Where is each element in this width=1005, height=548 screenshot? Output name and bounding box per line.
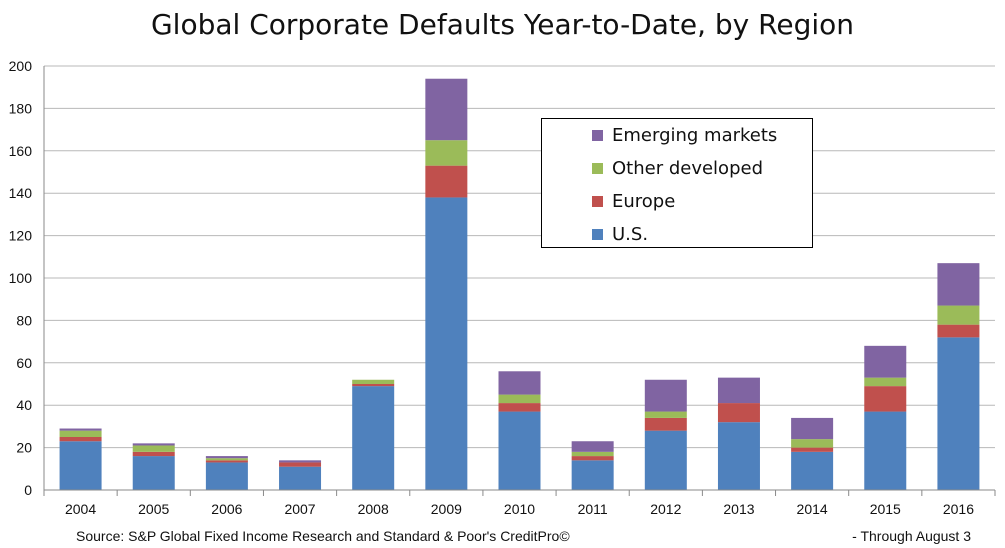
bar-segment-other-developed-2006	[205, 458, 248, 461]
bar-segment-other-developed-2016	[937, 305, 980, 325]
legend-item-europe: Europe	[592, 190, 675, 212]
bar-segment-emerging-markets-2011	[571, 441, 614, 452]
bar-segment-emerging-markets-2014	[791, 417, 834, 440]
legend-swatch-us	[592, 228, 603, 240]
legend-item-emerging-markets: Emerging markets	[592, 124, 777, 146]
bar-segment-emerging-markets-2015	[864, 345, 907, 378]
x-axis-tick-labels: 2004 2005 2006 2007 2008 2009 2010 2011 2012 2013…	[65, 501, 974, 517]
x-tick-label: 2006	[211, 501, 242, 517]
legend: Emerging markets Other developed Europe …	[541, 118, 813, 248]
axes	[43, 66, 996, 496]
y-tick-label: 200	[9, 58, 33, 74]
bar-segment-u-s-2014	[791, 451, 834, 490]
y-tick-label: 140	[9, 185, 33, 201]
x-tick-label: 2010	[504, 501, 535, 517]
legend-swatch-other-developed	[592, 162, 603, 174]
bar-segment-u-s-2006	[205, 462, 248, 490]
bar-segment-europe-2014	[791, 447, 834, 452]
y-tick-label: 20	[16, 440, 32, 456]
source-note: Source: S&P Global Fixed Income Research…	[76, 528, 570, 544]
bar-segment-emerging-markets-2007	[279, 460, 322, 463]
bar-segment-europe-2016	[937, 324, 980, 338]
bar-segment-emerging-markets-2016	[937, 263, 980, 306]
x-tick-label: 2012	[650, 501, 681, 517]
bar-segment-u-s-2011	[571, 460, 614, 490]
y-tick-label: 100	[9, 270, 33, 286]
legend-label-other-developed: Other developed	[612, 157, 763, 179]
bar-segment-other-developed-2015	[864, 377, 907, 387]
bar-segment-other-developed-2011	[571, 451, 614, 457]
bar-segment-u-s-2010	[498, 411, 541, 490]
bar-segment-other-developed-2009	[425, 140, 468, 166]
bar-segment-other-developed-2012	[644, 411, 687, 418]
bar-segment-emerging-markets-2009	[425, 78, 468, 141]
y-tick-label: 80	[16, 312, 32, 328]
x-tick-label: 2014	[797, 501, 828, 517]
bar-segment-other-developed-2005	[132, 445, 175, 452]
bar-segment-u-s-2015	[864, 411, 907, 490]
bar-segment-emerging-markets-2004	[59, 428, 102, 431]
bar-segment-other-developed-2010	[498, 394, 541, 404]
x-tick-label: 2008	[358, 501, 389, 517]
bar-segment-europe-2013	[717, 403, 760, 423]
bar-segment-europe-2004	[59, 437, 102, 442]
bar-segment-europe-2015	[864, 386, 907, 412]
x-tick-label: 2007	[284, 501, 315, 517]
y-axis-tick-labels: 0 20 40 60 80 100 120 140 160 180 200	[9, 58, 33, 498]
bar-segment-u-s-2012	[644, 430, 687, 490]
bars	[59, 78, 980, 490]
bar-segment-emerging-markets-2013	[717, 377, 760, 404]
legend-item-us: U.S.	[592, 223, 648, 245]
bar-segment-u-s-2016	[937, 337, 980, 490]
legend-swatch-emerging-markets	[592, 129, 603, 141]
x-tick-label: 2015	[870, 501, 901, 517]
bar-segment-europe-2011	[571, 456, 614, 461]
bar-segment-europe-2005	[132, 451, 175, 457]
bar-segment-emerging-markets-2005	[132, 443, 175, 446]
bar-segment-u-s-2009	[425, 197, 468, 490]
y-tick-label: 160	[9, 143, 33, 159]
legend-swatch-europe	[592, 195, 603, 207]
y-tick-label: 180	[9, 100, 33, 116]
bar-segment-u-s-2008	[352, 386, 395, 490]
legend-label-us: U.S.	[612, 223, 649, 245]
x-tick-label: 2009	[431, 501, 462, 517]
bar-segment-emerging-markets-2010	[498, 371, 541, 395]
bar-segment-u-s-2007	[279, 466, 322, 490]
chart-title: Global Corporate Defaults Year-to-Date, …	[150, 8, 855, 41]
bar-segment-europe-2007	[279, 462, 322, 467]
bar-segment-europe-2010	[498, 403, 541, 412]
bar-segment-u-s-2013	[717, 422, 760, 490]
x-tick-label: 2016	[943, 501, 974, 517]
legend-item-other-developed: Other developed	[592, 157, 763, 179]
bar-segment-europe-2008	[352, 384, 395, 387]
bar-segment-emerging-markets-2012	[644, 379, 687, 412]
bar-segment-emerging-markets-2006	[205, 456, 248, 459]
bar-segment-other-developed-2008	[352, 379, 395, 384]
y-tick-label: 40	[16, 397, 32, 413]
x-tick-label: 2005	[138, 501, 169, 517]
legend-label-emerging-markets: Emerging markets	[612, 124, 778, 146]
bar-segment-other-developed-2014	[791, 439, 834, 448]
date-note: - Through August 3	[852, 528, 971, 544]
y-tick-label: 0	[24, 482, 32, 498]
x-tick-label: 2004	[65, 501, 96, 517]
bar-segment-europe-2006	[205, 460, 248, 463]
bar-segment-europe-2009	[425, 165, 468, 198]
bar-segment-other-developed-2004	[59, 430, 102, 437]
y-tick-label: 60	[16, 355, 32, 371]
x-tick-label: 2013	[723, 501, 754, 517]
y-tick-label: 120	[9, 228, 33, 244]
legend-label-europe: Europe	[612, 190, 676, 212]
x-tick-label: 2011	[578, 501, 608, 517]
bar-segment-europe-2012	[644, 417, 687, 431]
bar-segment-u-s-2004	[59, 441, 102, 490]
bar-segment-u-s-2005	[132, 456, 175, 490]
